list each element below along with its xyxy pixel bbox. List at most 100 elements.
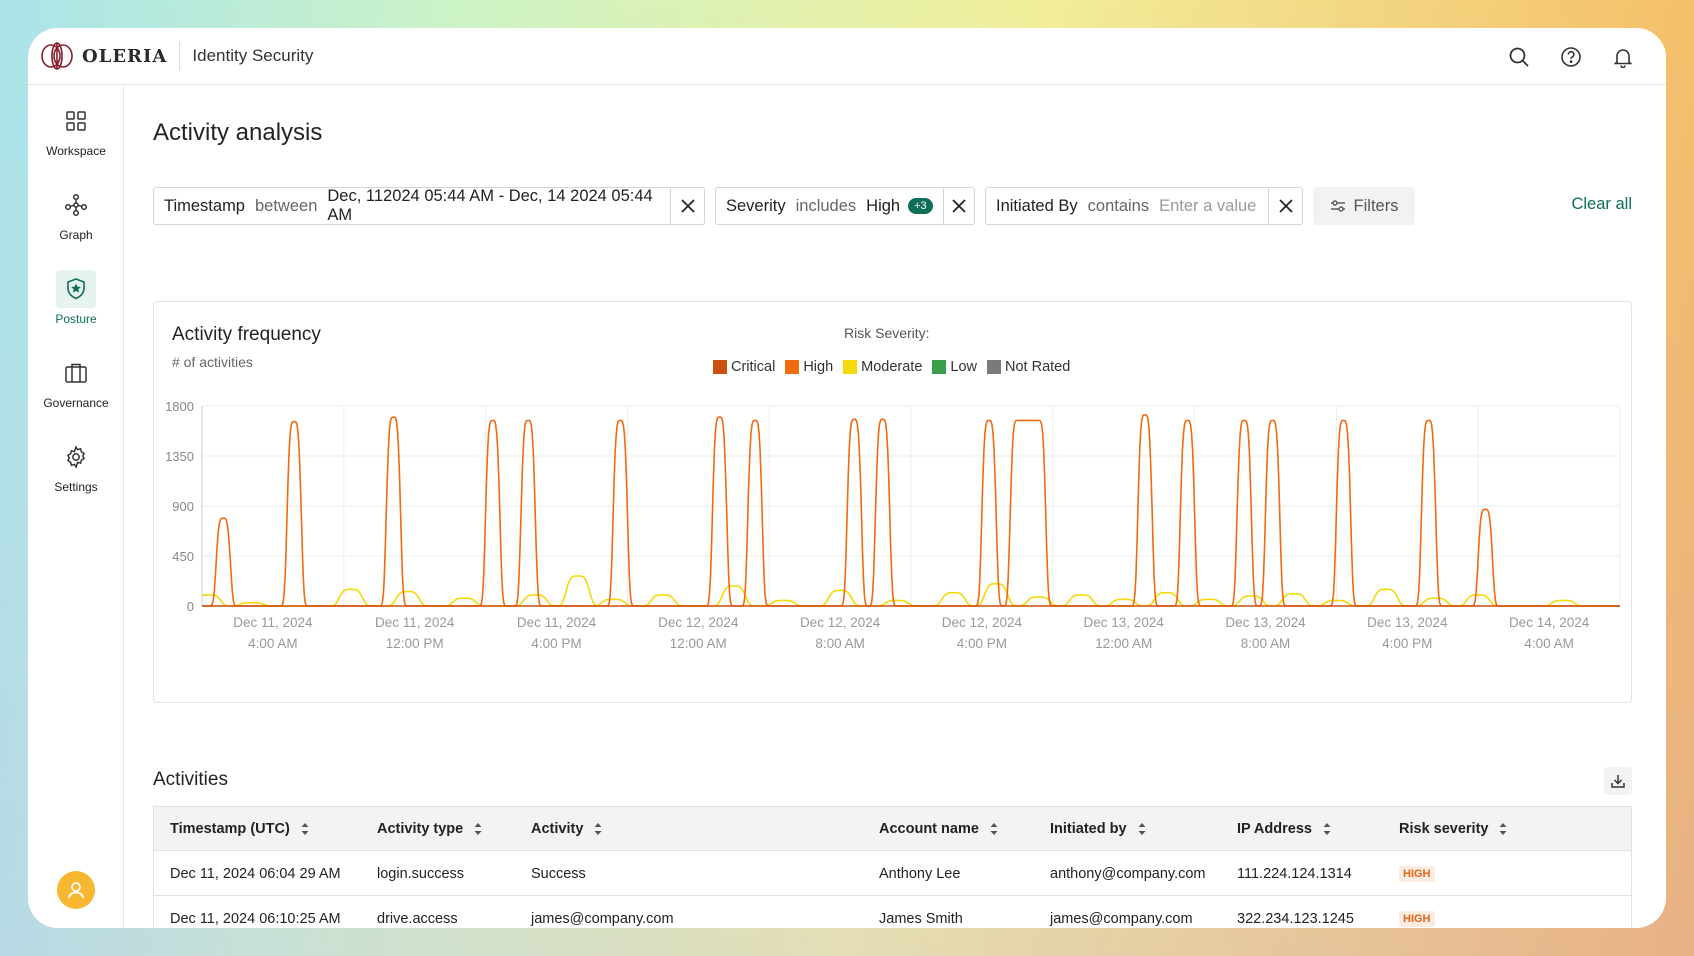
- column-header[interactable]: Account name: [879, 807, 999, 851]
- remove-severity-filter-button[interactable]: [942, 188, 974, 224]
- help-button[interactable]: [1556, 42, 1586, 72]
- column-header[interactable]: Activity: [531, 807, 603, 851]
- help-icon: [1561, 47, 1581, 67]
- column-header-label: Activity: [531, 821, 584, 837]
- sort-icon: [1499, 823, 1507, 835]
- severity-filter-chip[interactable]: Severity includes High +3: [715, 187, 975, 225]
- sort-icon: [474, 823, 482, 835]
- x-tick-label: 12:00 AM: [670, 636, 727, 651]
- table-cell: james@company.com: [1050, 896, 1193, 928]
- x-tick-label: 12:00 AM: [1095, 636, 1152, 651]
- sidebar-item-settings[interactable]: Settings: [28, 438, 124, 494]
- x-tick-label: 4:00 PM: [1382, 636, 1432, 651]
- cell-text: Success: [531, 865, 586, 882]
- severity-badge: HIGH: [1399, 910, 1435, 927]
- user-avatar[interactable]: [57, 871, 95, 909]
- legend-swatch: [987, 360, 1002, 374]
- cell-text: anthony@company.com: [1050, 865, 1206, 882]
- x-tick-label: Dec 13, 2024: [1084, 615, 1165, 630]
- filter-field: Severity: [726, 196, 786, 215]
- extra-values-badge[interactable]: +3: [908, 198, 933, 214]
- x-tick-label: 4:00 AM: [248, 636, 298, 651]
- column-header[interactable]: Initiated by: [1050, 807, 1147, 851]
- sidebar-item-graph[interactable]: Graph: [28, 186, 124, 242]
- column-header[interactable]: Risk severity: [1399, 807, 1508, 851]
- table-cell: HIGH: [1399, 851, 1435, 896]
- remove-timestamp-filter-button[interactable]: [670, 188, 704, 224]
- x-tick-label: 8:00 AM: [1241, 636, 1291, 651]
- y-tick-label: 450: [172, 549, 194, 564]
- legend-swatch: [785, 360, 800, 374]
- sidebar-item-governance[interactable]: Governance: [28, 354, 124, 410]
- x-tick-label: Dec 12, 2024: [942, 615, 1023, 630]
- logo[interactable]: OLERIA Identity Security: [38, 40, 313, 72]
- close-icon: [952, 199, 966, 213]
- legend-label: Critical: [731, 359, 776, 375]
- x-tick-label: Dec 14, 2024: [1509, 615, 1590, 630]
- search-icon: [1509, 47, 1529, 67]
- timestamp-filter-chip[interactable]: Timestamp between Dec, 112024 05:44 AM -…: [153, 187, 705, 225]
- initiated-by-value-input[interactable]: Enter a value: [1159, 196, 1257, 215]
- notifications-button[interactable]: [1608, 42, 1638, 72]
- graph-icon: [64, 193, 88, 217]
- briefcase-icon: [65, 363, 87, 383]
- column-header[interactable]: Activity type: [377, 807, 483, 851]
- legend-item-high[interactable]: High: [785, 359, 833, 375]
- y-tick-label: 1800: [165, 399, 194, 414]
- legend-item-not-rated[interactable]: Not Rated: [987, 359, 1070, 375]
- table-row[interactable]: Dec 11, 2024 06:04 29 AM login.success Suc…: [154, 851, 1631, 896]
- initiated-by-filter-chip[interactable]: Initiated By contains Enter a value: [985, 187, 1303, 225]
- app-window: OLERIA Identity Security Workspace: [28, 28, 1666, 928]
- activities-table: Timestamp (UTC) Activity type Activity Acco…: [153, 806, 1632, 928]
- filters-button[interactable]: Filters: [1313, 187, 1415, 225]
- main-content: Activity analysis Timestamp between Dec,…: [125, 85, 1666, 928]
- legend-title: Risk Severity:: [844, 325, 930, 341]
- column-header-label: Account name: [879, 821, 979, 837]
- table-cell: 322.234.123.1245: [1237, 896, 1354, 928]
- top-bar: OLERIA Identity Security: [28, 28, 1666, 85]
- download-button[interactable]: [1604, 767, 1632, 795]
- clear-all-link[interactable]: Clear all: [1571, 195, 1632, 213]
- sidebar-item-label: Graph: [59, 228, 93, 242]
- cell-text: james@company.com: [1050, 910, 1193, 927]
- sidebar-item-posture[interactable]: Posture: [28, 270, 124, 326]
- sidebar-item-label: Settings: [54, 480, 98, 494]
- column-header-label: Risk severity: [1399, 821, 1489, 837]
- table-cell: Anthony Lee: [879, 851, 960, 896]
- table-row[interactable]: Dec 11, 2024 06:10:25 AM drive.access jame…: [154, 896, 1631, 928]
- table-cell: james@company.com: [531, 896, 674, 928]
- page-title: Activity analysis: [153, 119, 323, 146]
- y-tick-label: 900: [172, 499, 194, 514]
- legend-item-critical[interactable]: Critical: [713, 359, 775, 375]
- cell-text: james@company.com: [531, 910, 674, 927]
- grid-icon: [66, 111, 86, 131]
- legend-item-moderate[interactable]: Moderate: [843, 359, 922, 375]
- legend-item-low[interactable]: Low: [932, 359, 977, 375]
- logo-wordmark: OLERIA: [82, 45, 168, 67]
- filter-operator: contains: [1087, 196, 1150, 215]
- x-tick-label: Dec 13, 2024: [1367, 615, 1448, 630]
- legend-swatch: [932, 360, 947, 374]
- activity-line-chart: 1800 1350 900 450 0 Dec 11, 2024 4:00 AM Dec 11…: [165, 399, 1621, 651]
- sort-icon: [301, 823, 309, 835]
- filter-field: Initiated By: [996, 196, 1078, 215]
- oleria-logo-icon: [41, 42, 73, 70]
- legend-swatch: [713, 360, 727, 374]
- column-header[interactable]: Timestamp (UTC): [170, 807, 310, 851]
- severity-badge: HIGH: [1399, 865, 1435, 882]
- filter-field: Timestamp: [164, 196, 245, 215]
- x-tick-label: Dec 13, 2024: [1225, 615, 1306, 630]
- search-button[interactable]: [1504, 42, 1534, 72]
- table-cell: Dec 11, 2024 06:04 29 AM: [170, 851, 341, 896]
- activity-frequency-card: Activity frequency # of activities Risk …: [153, 301, 1632, 703]
- chart-legend: Critical High Moderate Low Not Rated: [713, 359, 1070, 375]
- cell-text: Dec 11, 2024 06:10:25 AM: [170, 910, 341, 927]
- table-header: Timestamp (UTC) Activity type Activity Acco…: [154, 807, 1631, 851]
- remove-initiated-by-filter-button[interactable]: [1268, 188, 1302, 224]
- column-header-label: Activity type: [377, 821, 464, 837]
- sort-icon: [1138, 823, 1146, 835]
- sidebar-item-workspace[interactable]: Workspace: [28, 102, 124, 158]
- table-cell: drive.access: [377, 896, 458, 928]
- column-header[interactable]: IP Address: [1237, 807, 1332, 851]
- sort-icon: [990, 823, 998, 835]
